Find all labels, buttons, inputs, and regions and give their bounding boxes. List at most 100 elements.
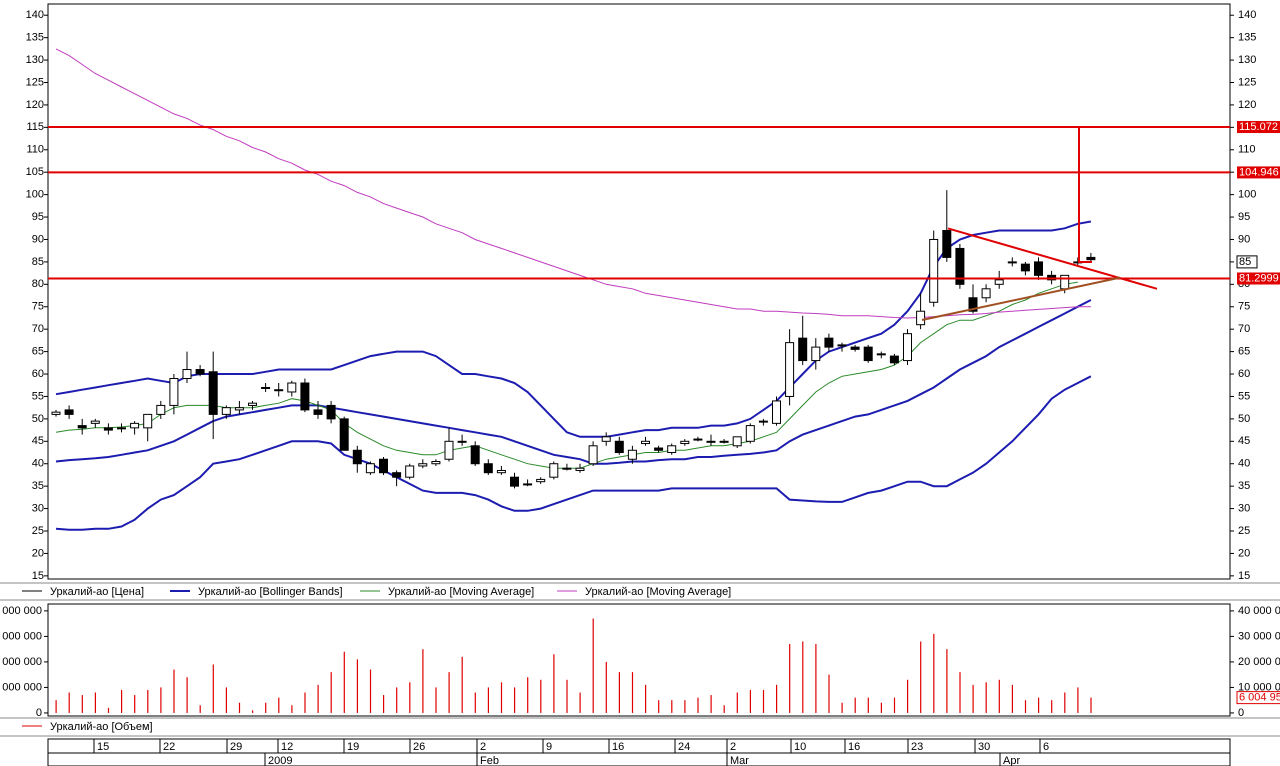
y-tick-label: 95: [32, 211, 44, 223]
candle-body: [575, 467, 585, 471]
candle-body: [562, 467, 572, 470]
volume-bar: [160, 687, 162, 713]
y-tick-label: 95: [1238, 211, 1250, 223]
candle-body: [64, 409, 74, 415]
y-tick-label: 65: [1238, 346, 1250, 358]
volume-bar: [304, 692, 306, 713]
y-tick-label: 100: [26, 189, 44, 201]
candle-body: [444, 440, 454, 460]
volume-bar: [749, 689, 751, 713]
date-label: 6: [1043, 741, 1049, 753]
month-label: 2009: [268, 755, 292, 766]
volume-bar: [238, 702, 241, 713]
candle-body: [549, 463, 559, 478]
volume-bar: [68, 692, 70, 713]
volume-bar: [265, 702, 267, 713]
volume-bar: [579, 692, 581, 713]
indicator-line: [55, 375, 1092, 531]
volume-bar: [94, 692, 96, 713]
candle-body: [536, 478, 546, 483]
y-tick-label: 65: [32, 346, 44, 358]
candle-body: [169, 378, 179, 406]
date-label: 23: [911, 741, 923, 753]
volume-bar: [789, 644, 791, 713]
volume-bar: [893, 697, 896, 713]
level-label-box: [1237, 272, 1280, 285]
volume-bar: [121, 689, 123, 713]
date-label: 2: [730, 741, 736, 753]
volume-bar: [278, 697, 280, 713]
y-tick-label: 140: [1238, 9, 1256, 21]
level-label: 115.072: [1239, 121, 1278, 133]
volume-bar: [461, 656, 463, 713]
candle-body: [248, 402, 257, 406]
candle-body: [876, 353, 886, 356]
y-tick-label: 55: [1238, 390, 1250, 402]
volume-bar: [920, 641, 922, 713]
candle-body: [156, 404, 166, 415]
candle-body: [601, 436, 611, 442]
y-tick-label: 50: [32, 413, 44, 425]
volume-bar: [645, 684, 647, 713]
y-tick-label: 25: [1238, 525, 1250, 537]
volume-bar: [107, 707, 110, 713]
volume-bar: [618, 672, 620, 713]
volume-bar: [487, 687, 489, 713]
y-tick-label: 110: [26, 144, 44, 156]
candle-body: [1020, 263, 1030, 272]
y-tick-label: 0: [36, 707, 42, 719]
y-tick-label: 70: [1238, 323, 1250, 335]
volume-bar: [383, 695, 385, 713]
date-label: 29: [230, 741, 242, 753]
y-tick-label: 30: [1238, 502, 1250, 514]
y-tick-label: 0: [1238, 707, 1244, 719]
level-label-box: [1237, 121, 1280, 134]
marks: [48, 48, 1230, 713]
legend-label: Уркалий-ао [Bollinger Bands]: [198, 586, 343, 598]
volume-bar: [697, 697, 699, 713]
y-tick-label: 45: [32, 435, 44, 447]
y-tick-label: 20 000 000: [1238, 656, 1280, 668]
candle-body: [300, 382, 310, 411]
y-tick-label: 130: [1238, 54, 1256, 66]
date-label: 16: [848, 741, 860, 753]
candle-body: [379, 458, 388, 474]
projection-line: [1078, 127, 1092, 263]
candle-body: [470, 445, 480, 465]
candle-body: [745, 425, 755, 442]
volume-bar: [134, 695, 136, 713]
candle-body: [654, 447, 664, 451]
candle-body: [523, 483, 533, 486]
candle-body: [588, 445, 598, 465]
candle-body: [955, 247, 965, 285]
month-label: Feb: [480, 755, 499, 766]
candle-body: [392, 472, 402, 478]
volume-bar: [828, 674, 830, 713]
y-tick-label: 50: [1238, 413, 1250, 425]
y-tick-label: 40: [1238, 458, 1250, 470]
volume-bar: [671, 700, 673, 713]
candle-body: [496, 469, 506, 474]
candle-body: [195, 369, 205, 375]
candle-body: [405, 465, 415, 478]
volume-bar: [658, 700, 660, 713]
volume-bar: [880, 702, 882, 713]
candle-body: [706, 440, 716, 443]
volume-bar: [1064, 692, 1066, 713]
date-label: 2: [480, 741, 486, 753]
volume-bar: [592, 618, 594, 713]
volume-bar: [212, 664, 214, 713]
candle-body: [968, 297, 978, 312]
y-tick-label: 40: [32, 458, 44, 470]
trend-line: [921, 276, 1121, 321]
level-label-box: [1237, 166, 1280, 179]
volume-bar: [448, 672, 450, 713]
candle-body: [418, 463, 428, 467]
candle-body: [929, 238, 939, 303]
candle-body: [732, 436, 742, 447]
candle-body: [667, 445, 677, 454]
y-tick-label: 120: [26, 99, 44, 111]
volume-bar: [736, 692, 738, 713]
volume-bar: [1090, 697, 1092, 713]
